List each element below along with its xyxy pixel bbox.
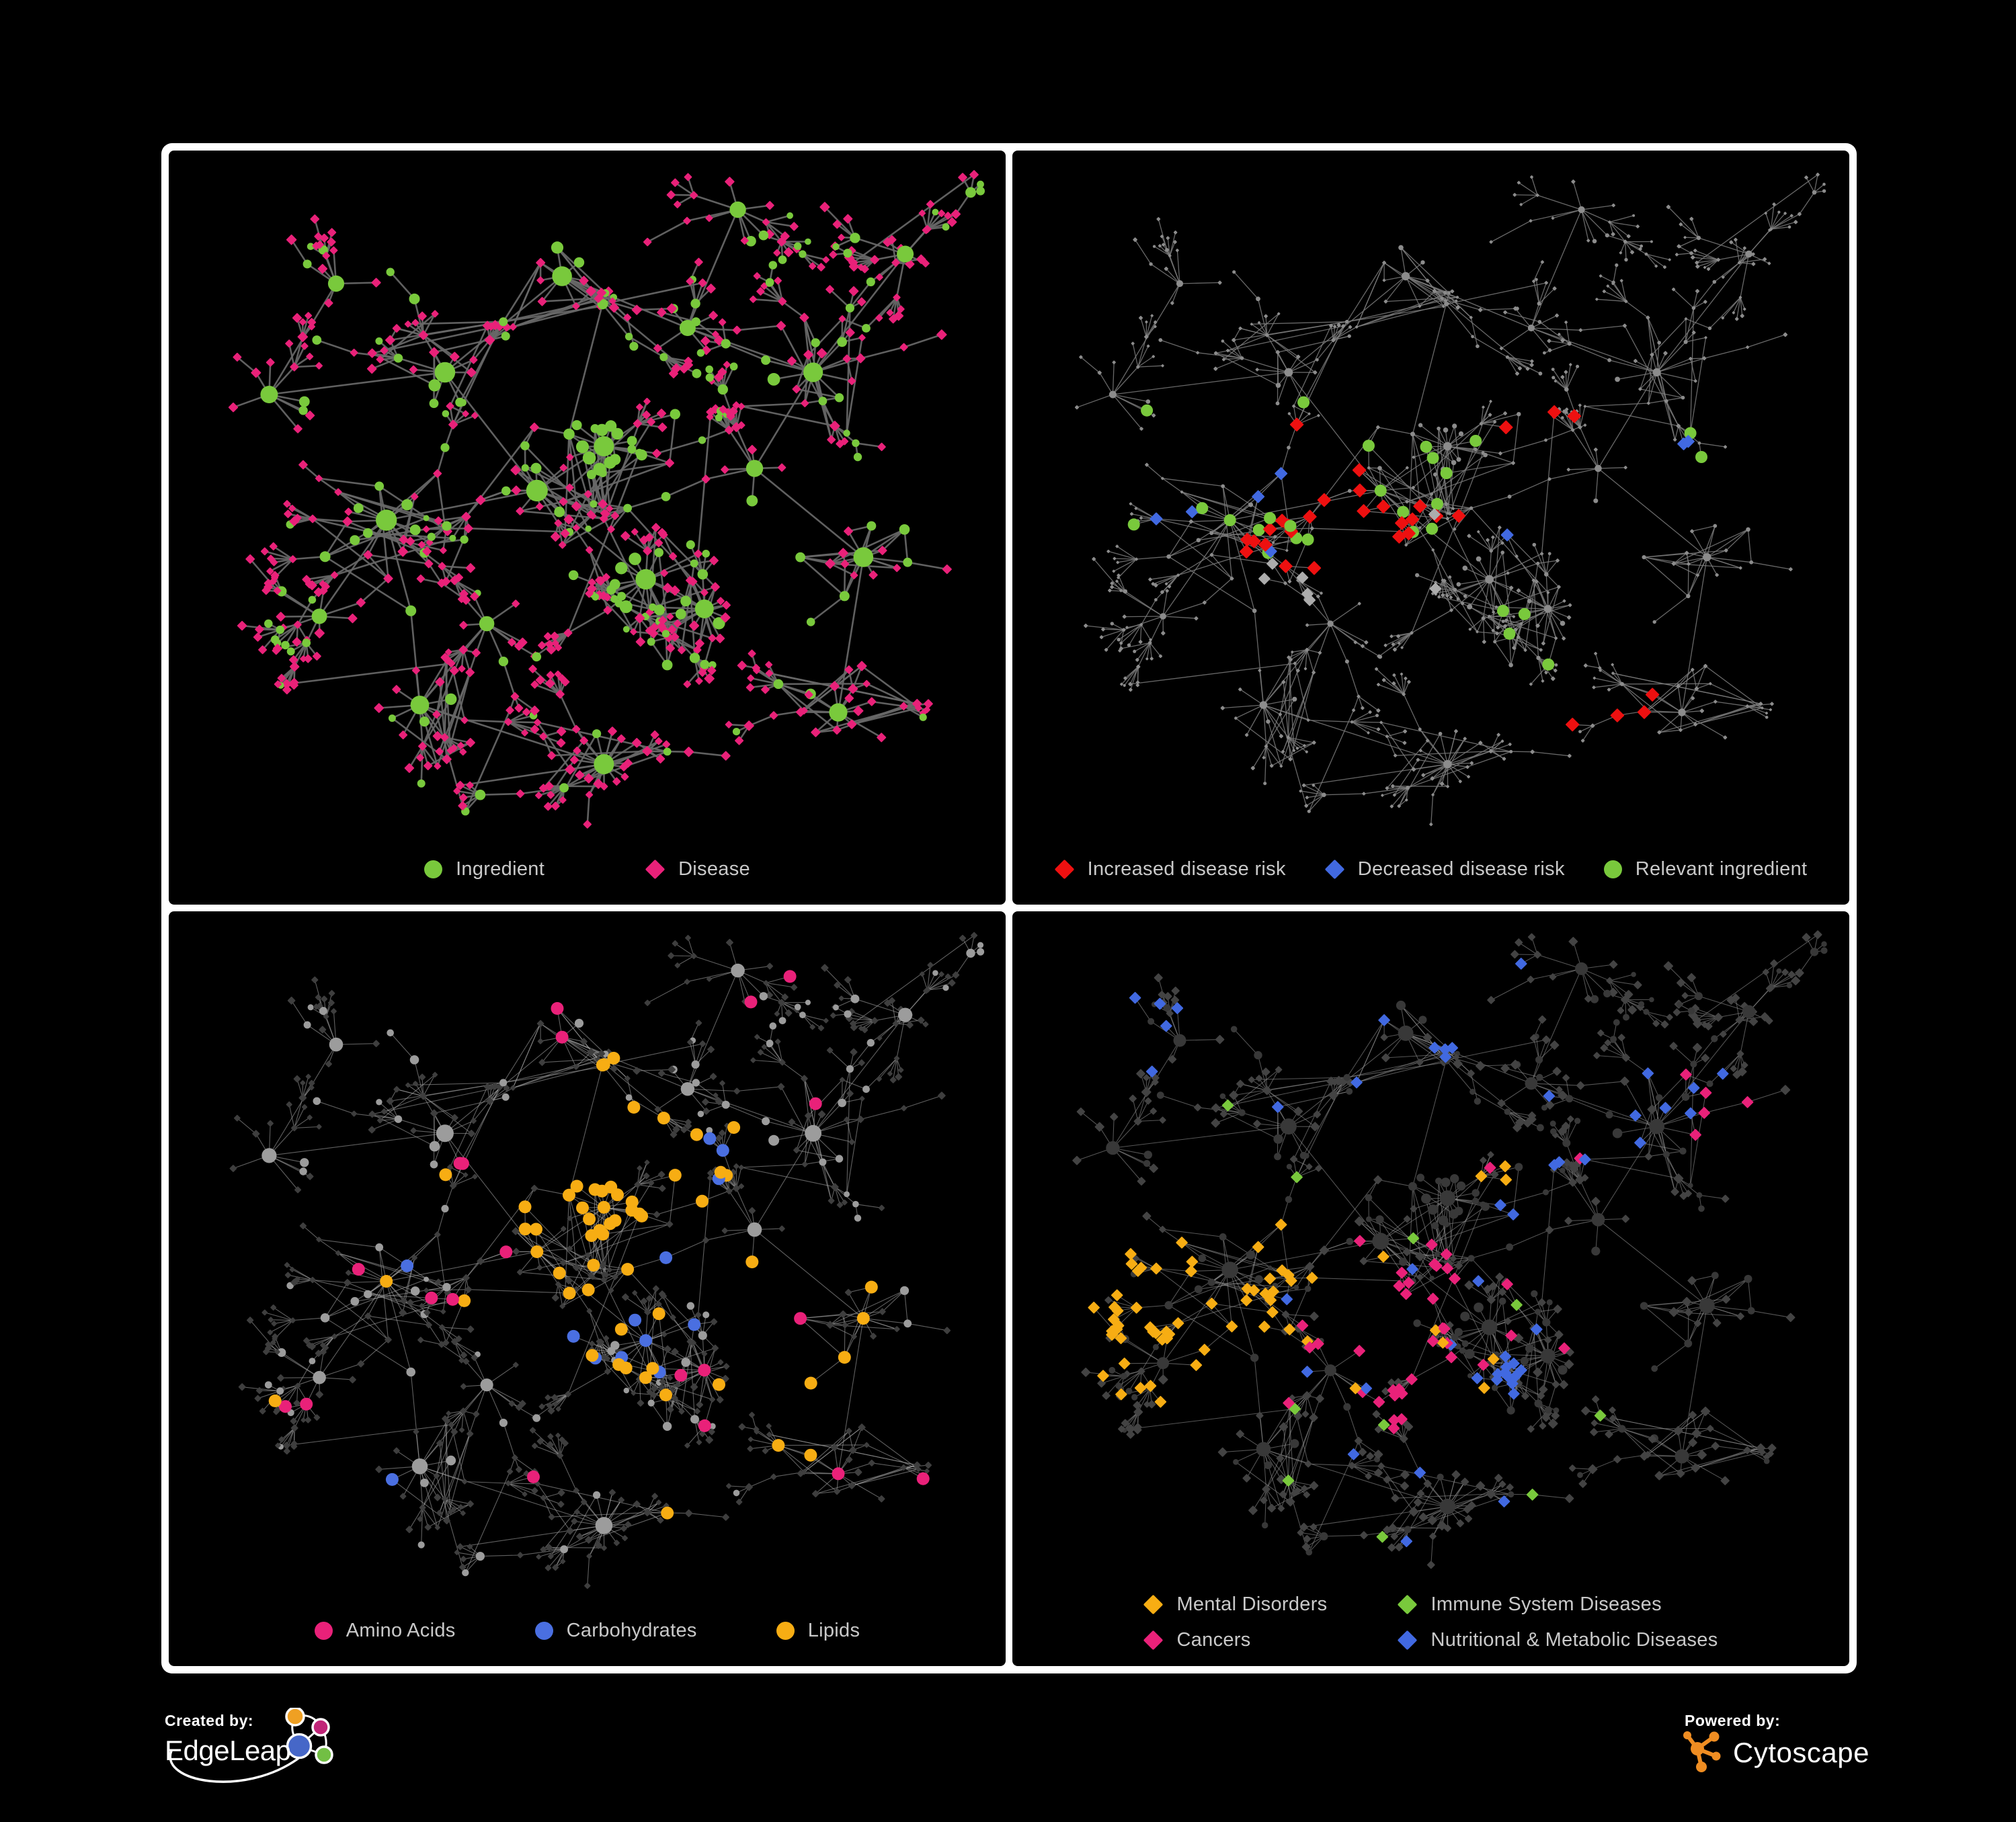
network-graph-disease-risk	[1012, 151, 1849, 845]
nodes-layer	[229, 931, 984, 1589]
legend-label: Immune System Diseases	[1430, 1593, 1661, 1616]
legend-label: Lipids	[808, 1620, 860, 1642]
panel-ingredient-disease: Ingredient Disease	[169, 151, 1006, 905]
diamond-marker-icon	[1324, 860, 1344, 880]
network-graph-macronutrient-classes	[169, 911, 1006, 1607]
legend-item-lipids: Lipids	[776, 1620, 860, 1642]
edges-layer	[233, 175, 981, 825]
diamond-marker-icon	[645, 860, 666, 880]
legend-label: Cancers	[1176, 1629, 1250, 1651]
circle-marker-icon	[424, 860, 442, 878]
legend-item-increased-disease-risk: Increased disease risk	[1055, 858, 1286, 880]
legend-label: Decreased disease risk	[1358, 858, 1565, 880]
edges-layer	[233, 936, 981, 1586]
legend-label: Relevant ingredient	[1636, 858, 1808, 880]
legend-item-amino-acids: Amino Acids	[315, 1620, 456, 1642]
diamond-marker-icon	[1054, 860, 1074, 880]
network-graph-disease-categories	[1012, 911, 1849, 1585]
diamond-marker-icon	[1143, 1595, 1164, 1615]
edges-layer	[1077, 935, 1824, 1565]
legend-disease-categories: Mental Disorders Immune System Diseases Ca…	[1012, 1593, 1849, 1651]
legend-item-disease: Disease	[645, 858, 750, 880]
legend-disease-risk: Increased disease risk Decreased disease …	[1012, 858, 1849, 880]
circle-marker-icon	[776, 1622, 795, 1640]
panel-macronutrient-classes: Amino Acids Carbohydrates Lipids	[169, 911, 1006, 1666]
legend-label: Nutritional & Metabolic Diseases	[1430, 1629, 1718, 1651]
legend-item-decreased-disease-risk: Decreased disease risk	[1325, 858, 1565, 880]
legend-label: Carbohydrates	[567, 1620, 697, 1642]
diamond-marker-icon	[1398, 1595, 1418, 1615]
cytoscape-logo-icon	[1683, 1731, 1724, 1775]
legend-item-nutritional-metabolic-diseases: Nutritional & Metabolic Diseases	[1398, 1629, 1718, 1651]
panel-disease-categories: Mental Disorders Immune System Diseases Ca…	[1012, 911, 1849, 1666]
legend-label: Mental Disorders	[1176, 1593, 1327, 1616]
legend-item-carbohydrates: Carbohydrates	[535, 1620, 697, 1642]
powered-by-label: Powered by:	[1685, 1712, 1780, 1730]
legend-label: Amino Acids	[346, 1620, 456, 1642]
circle-marker-icon	[1604, 860, 1622, 878]
panel-disease-risk: Increased disease risk Decreased disease …	[1012, 151, 1849, 905]
circle-marker-icon	[535, 1622, 553, 1640]
diamond-marker-icon	[1143, 1630, 1164, 1651]
created-by-label: Created by:	[165, 1712, 253, 1730]
edgeleap-credit: Created by: EdgeLeap	[163, 1708, 553, 1822]
network-graph-ingredient-disease	[169, 151, 1006, 845]
legend-macronutrient-classes: Amino Acids Carbohydrates Lipids	[169, 1620, 1006, 1642]
edgeleap-logo-text: EdgeLeap	[165, 1735, 291, 1767]
legend-label: Ingredient	[456, 858, 545, 880]
nodes-layer	[1075, 173, 1826, 827]
edges-layer	[1077, 175, 1824, 825]
circle-marker-icon	[315, 1622, 333, 1640]
panels-frame: Ingredient Disease Increased disease risk…	[161, 143, 1857, 1673]
cytoscape-logo-text: Cytoscape	[1733, 1737, 1869, 1769]
legend-item-cancers: Cancers	[1143, 1629, 1327, 1651]
diamond-marker-icon	[1398, 1630, 1418, 1651]
legend-item-mental-disorders: Mental Disorders	[1143, 1593, 1327, 1616]
legend-ingredient-disease: Ingredient Disease	[169, 858, 1006, 880]
cytoscape-credit: Powered by: Cytoscape	[1683, 1708, 1992, 1795]
legend-label: Increased disease risk	[1088, 858, 1286, 880]
legend-label: Disease	[678, 858, 750, 880]
legend-item-ingredient: Ingredient	[424, 858, 545, 880]
legend-item-immune-system-diseases: Immune System Diseases	[1398, 1593, 1718, 1616]
legend-item-relevant-ingredient: Relevant ingredient	[1604, 858, 1808, 880]
